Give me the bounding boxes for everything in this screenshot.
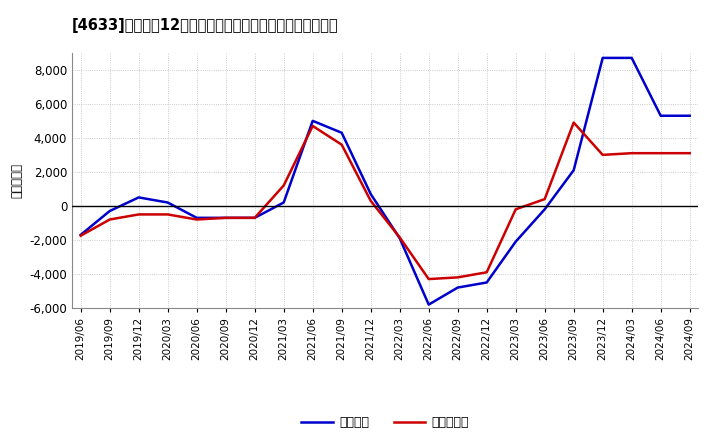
当期純利益 bbox=[482, 270, 491, 275]
経常利益 bbox=[135, 195, 143, 200]
当期純利益 bbox=[570, 120, 578, 125]
当期純利益 bbox=[251, 215, 259, 220]
経常利益 bbox=[424, 302, 433, 307]
当期純利益 bbox=[657, 150, 665, 156]
経常利益 bbox=[105, 209, 114, 214]
経常利益 bbox=[598, 55, 607, 61]
経常利益 bbox=[482, 280, 491, 285]
経常利益 bbox=[279, 200, 288, 205]
当期純利益 bbox=[279, 183, 288, 188]
当期純利益 bbox=[135, 212, 143, 217]
当期純利益 bbox=[338, 142, 346, 147]
経常利益 bbox=[657, 113, 665, 118]
経常利益 bbox=[511, 239, 520, 244]
Line: 当期純利益: 当期純利益 bbox=[81, 123, 690, 279]
当期純利益 bbox=[308, 123, 317, 128]
経常利益 bbox=[221, 215, 230, 220]
当期純利益 bbox=[511, 207, 520, 212]
当期純利益 bbox=[76, 233, 85, 238]
当期純利益 bbox=[454, 275, 462, 280]
経常利益 bbox=[192, 215, 201, 220]
経常利益 bbox=[163, 200, 172, 205]
経常利益 bbox=[570, 168, 578, 173]
経常利益 bbox=[338, 130, 346, 136]
経常利益 bbox=[308, 118, 317, 124]
当期純利益 bbox=[163, 212, 172, 217]
当期純利益 bbox=[598, 152, 607, 158]
当期純利益 bbox=[541, 197, 549, 202]
経常利益 bbox=[627, 55, 636, 61]
経常利益 bbox=[685, 113, 694, 118]
経常利益 bbox=[454, 285, 462, 290]
経常利益 bbox=[366, 191, 375, 197]
Legend: 経常利益, 当期純利益: 経常利益, 当期純利益 bbox=[297, 411, 474, 434]
経常利益 bbox=[76, 232, 85, 238]
当期純利益 bbox=[192, 217, 201, 222]
当期純利益 bbox=[395, 235, 404, 240]
経常利益 bbox=[395, 235, 404, 241]
当期純利益 bbox=[685, 150, 694, 156]
Line: 経常利益: 経常利益 bbox=[81, 58, 690, 304]
経常利益 bbox=[541, 207, 549, 212]
Text: [4633]　利益の12か月移動合計の対前年同期増減額の推移: [4633] 利益の12か月移動合計の対前年同期増減額の推移 bbox=[72, 18, 338, 33]
当期純利益 bbox=[105, 217, 114, 222]
経常利益 bbox=[251, 215, 259, 220]
当期純利益 bbox=[424, 276, 433, 282]
Y-axis label: （百万円）: （百万円） bbox=[11, 163, 24, 198]
当期純利益 bbox=[366, 198, 375, 203]
当期純利益 bbox=[221, 215, 230, 220]
当期純利益 bbox=[627, 150, 636, 156]
